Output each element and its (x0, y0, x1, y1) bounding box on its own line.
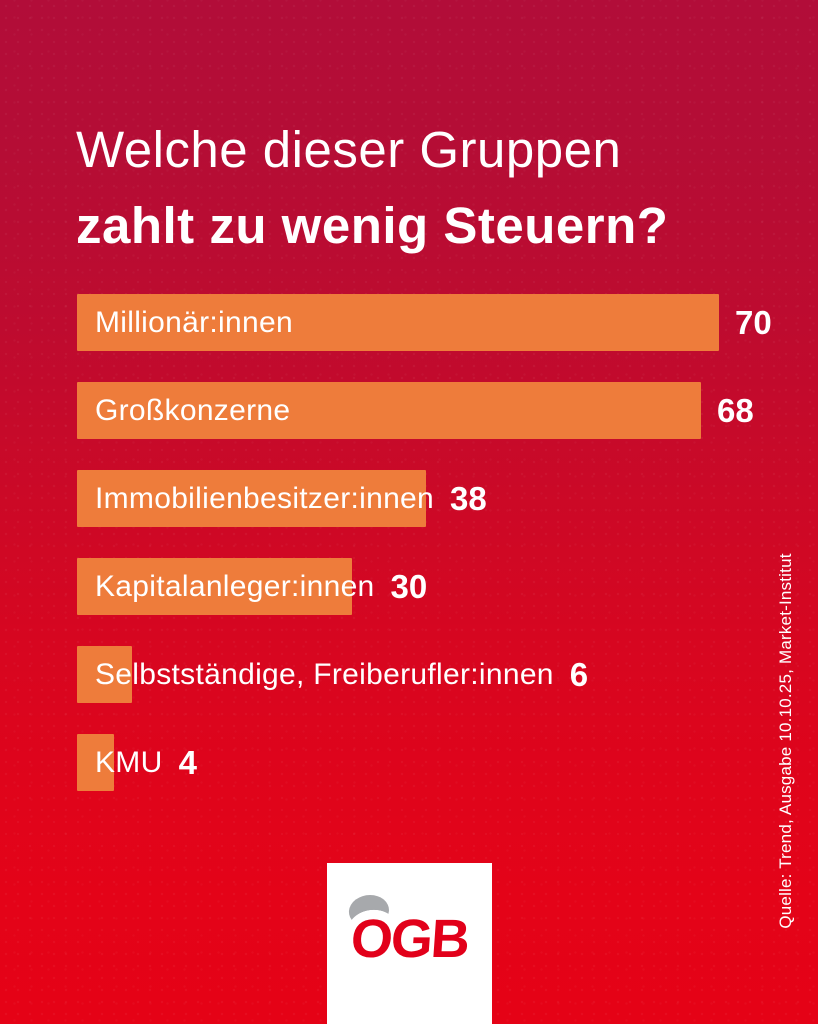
bar-label: Selbstständige, Freiberufler:innen (95, 657, 554, 691)
bar-row: KMU 4 (77, 734, 787, 791)
bar-label: KMU (95, 745, 163, 779)
bar-row: Millionär:innen 70 (77, 294, 787, 351)
ogb-logo: OGB (327, 863, 492, 1024)
bar-value: 30 (390, 567, 428, 605)
bar-row: Großkonzerne 68 (77, 382, 787, 439)
bar-fill (77, 382, 701, 439)
bar-value: 4 (178, 743, 197, 781)
bar-fill (77, 294, 719, 351)
bar-label: Großkonzerne (95, 393, 291, 427)
bar-value: 68 (717, 391, 754, 429)
bar-fill (77, 470, 426, 527)
source-note: Quelle: Trend, Ausgabe 10.10.25, Market-… (776, 553, 795, 929)
bar-fill (77, 646, 132, 703)
bar-value: 70 (735, 303, 772, 341)
ogb-logo-text: OGB (347, 894, 470, 969)
bar-label: Millionär:innen (95, 305, 293, 339)
bar-label: Kapitalanleger:innen (95, 569, 375, 603)
bar-row: Kapitalanleger:innen 30 (77, 558, 787, 615)
bar-row: Immobilienbesitzer:innen 38 (77, 470, 787, 527)
bar-fill (77, 734, 114, 791)
bar-label: Immobilienbesitzer:innen (95, 481, 435, 515)
bar-value: 6 (569, 655, 589, 693)
chart-title: Welche dieser Gruppen zahlt zu wenig Ste… (76, 112, 668, 264)
bar-value: 38 (450, 479, 487, 517)
chart-title-line1: Welche dieser Gruppen (76, 121, 622, 178)
chart-title-line2: zahlt zu wenig Steuern? (76, 197, 669, 254)
bar-fill (77, 558, 352, 615)
bar-row: Selbstständige, Freiberufler:innen 6 (77, 646, 787, 703)
bar-chart: Millionär:innen 70 Großkonzerne 68 Immobilie… (77, 294, 787, 822)
